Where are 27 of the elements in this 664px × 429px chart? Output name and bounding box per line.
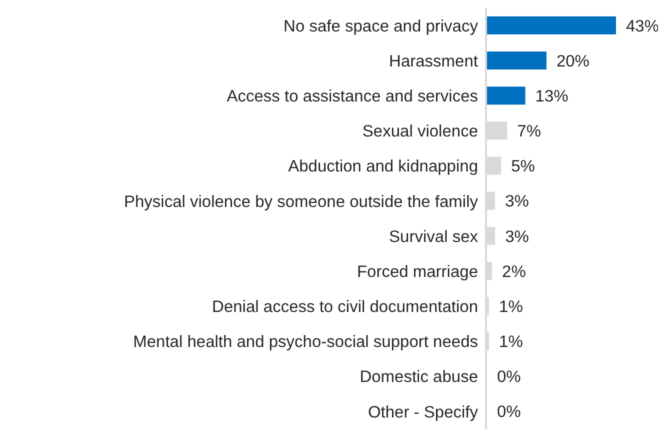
data-label: 13% xyxy=(535,87,569,106)
data-label: 20% xyxy=(556,52,590,70)
y-tick-label: Other - Specify xyxy=(368,403,479,422)
bar xyxy=(486,16,616,34)
data-label: 2% xyxy=(502,262,526,281)
data-label: 43% xyxy=(626,17,660,36)
data-label: 0% xyxy=(497,368,522,386)
data-label: 1% xyxy=(499,333,524,352)
y-tick-label: Physical violence by someone outside the family xyxy=(124,192,479,211)
y-tick-label: Mental health and psycho-social support needs xyxy=(133,333,478,352)
y-tick-label: Abduction and kidnapping xyxy=(288,158,478,176)
data-label: 3% xyxy=(505,228,530,246)
y-tick-label: Forced marriage xyxy=(356,262,478,281)
bar xyxy=(486,86,526,105)
y-tick-label: Survival sex xyxy=(389,228,479,246)
data-label: 5% xyxy=(511,158,536,176)
data-label: 7% xyxy=(517,122,542,141)
y-tick-label: No safe space and privacy xyxy=(284,17,479,36)
data-label: 1% xyxy=(499,298,524,316)
y-tick-label: Sexual violence xyxy=(362,122,478,141)
data-label: 0% xyxy=(497,403,522,422)
data-label: 3% xyxy=(505,192,530,211)
y-tick-label: Harassment xyxy=(389,52,478,70)
y-tick-label: Denial access to civil documentation xyxy=(212,298,478,316)
y-tick-label: Access to assistance and services xyxy=(226,88,478,106)
y-tick-label: Domestic abuse xyxy=(360,368,478,386)
bar xyxy=(486,52,546,70)
